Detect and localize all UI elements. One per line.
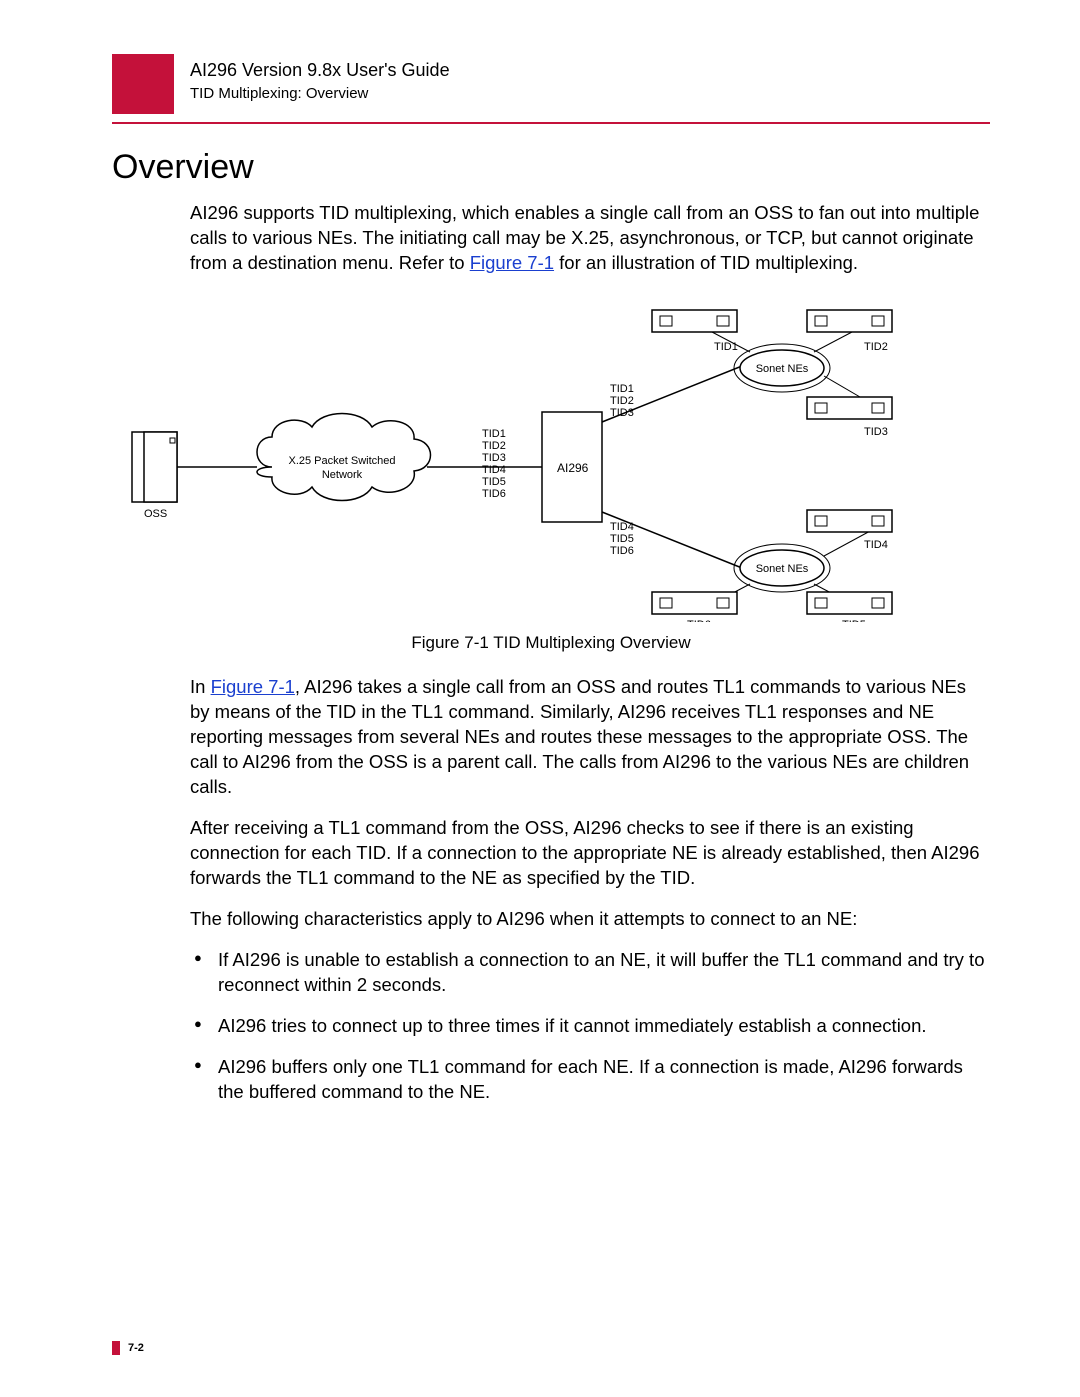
svg-text:TID3: TID3 [610,407,634,419]
list-item: AI296 buffers only one TL1 command for e… [190,1055,990,1105]
figure-caption: Figure 7-1 TID Multiplexing Overview [112,633,990,653]
bot-fan-tids: TID4 TID5 TID6 [610,521,634,557]
left-tid-list: TID1 TID2 TID3 TID4 TID5 TID6 [482,428,506,500]
paragraph-2: In Figure 7-1, AI296 takes a single call… [190,675,990,800]
page-footer: 7-2 [112,1341,144,1355]
footer-accent [112,1341,120,1355]
bullet-list: If AI296 is unable to establish a connec… [190,948,990,1105]
svg-text:TID1: TID1 [714,341,738,353]
svg-text:TID4: TID4 [864,539,888,551]
figure-link-1[interactable]: Figure 7-1 [470,252,554,273]
svg-text:TID4: TID4 [482,464,506,476]
svg-text:TID3: TID3 [864,426,888,438]
paragraph-4: The following characteristics apply to A… [190,907,990,932]
page-number: 7-2 [128,1342,144,1354]
svg-text:TID4: TID4 [610,521,634,533]
header-divider [112,122,990,124]
svg-text:TID3: TID3 [482,452,506,464]
svg-text:TID2: TID2 [482,440,506,452]
header-text-block: AI296 Version 9.8x User's Guide TID Mult… [190,54,450,102]
svg-text:TID2: TID2 [610,395,634,407]
svg-text:TID1: TID1 [482,428,506,440]
page: AI296 Version 9.8x User's Guide TID Mult… [0,0,1080,1170]
svg-text:TID5: TID5 [610,533,634,545]
svg-text:TID6: TID6 [482,488,506,500]
cloud-node: X.25 Packet Switched Network [257,413,431,500]
list-item: If AI296 is unable to establish a connec… [190,948,990,998]
svg-text:TID6: TID6 [610,545,634,557]
ai296-node: AI296 [542,412,602,522]
svg-text:TID2: TID2 [864,341,888,353]
para2-pre: In [190,676,211,697]
diagram-svg: OSS X.25 Packet Switched Network TID1 TI… [112,292,982,622]
brand-square [112,54,174,114]
oss-node: OSS [132,432,177,520]
section-title: Overview [112,148,990,187]
intro-paragraph: AI296 supports TID multiplexing, which e… [190,201,990,276]
svg-text:TID5: TID5 [842,619,866,622]
list-item: AI296 tries to connect up to three times… [190,1014,990,1039]
guide-title: AI296 Version 9.8x User's Guide [190,60,450,81]
cloud-label-2: Network [322,469,363,481]
header-row: AI296 Version 9.8x User's Guide TID Mult… [112,54,990,114]
paragraph-3: After receiving a TL1 command from the O… [190,816,990,891]
breadcrumb: TID Multiplexing: Overview [190,85,450,102]
figure-link-2[interactable]: Figure 7-1 [211,676,295,697]
svg-text:Sonet NEs: Sonet NEs [756,563,809,575]
oss-label: OSS [144,508,167,520]
svg-text:TID5: TID5 [482,476,506,488]
svg-text:TID6: TID6 [687,619,711,622]
para2-post: , AI296 takes a single call from an OSS … [190,676,969,797]
top-fan-tids: TID1 TID2 TID3 [610,383,634,419]
figure-7-1: OSS X.25 Packet Switched Network TID1 TI… [112,292,990,627]
ai296-label: AI296 [557,461,589,475]
svg-text:Sonet NEs: Sonet NEs [756,363,809,375]
intro-post: for an illustration of TID multiplexing. [554,252,858,273]
sonet-bottom: Sonet NEs TID4 TID5 TID6 [652,510,892,622]
svg-text:TID1: TID1 [610,383,634,395]
sonet-top: Sonet NEs TID1 TID2 TID3 [652,310,892,438]
cloud-label-1: X.25 Packet Switched [288,455,395,467]
